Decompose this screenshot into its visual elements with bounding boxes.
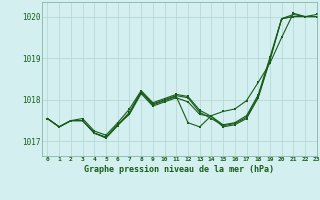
X-axis label: Graphe pression niveau de la mer (hPa): Graphe pression niveau de la mer (hPa) [84, 165, 274, 174]
